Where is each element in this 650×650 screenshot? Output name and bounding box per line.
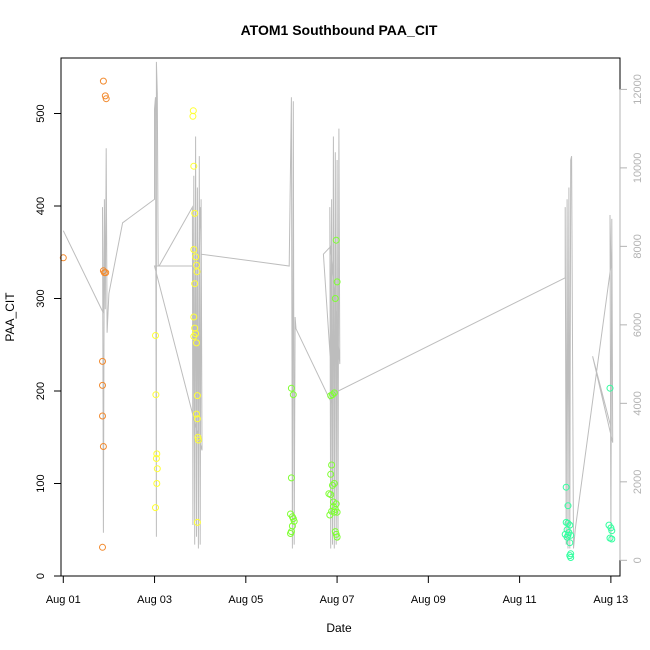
- data-point: [287, 384, 295, 392]
- x-tick-label: Aug 01: [46, 594, 81, 606]
- data-point: [99, 381, 106, 389]
- y-axis-label: PAA_CIT: [3, 292, 17, 342]
- chart-title: ATOM1 Southbound PAA_CIT: [241, 22, 438, 38]
- data-point: [333, 508, 341, 516]
- y-tick-label: 0: [35, 573, 47, 579]
- data-point: [193, 415, 201, 423]
- data-point: [193, 518, 201, 526]
- data-point: [152, 455, 160, 462]
- x-axis: Aug 01 Aug 03 Aug 05 Aug 07 Aug 09 Aug 11 Aug …: [46, 575, 628, 606]
- y2-tick-label: 2000: [632, 470, 644, 494]
- data-point: [562, 483, 570, 491]
- data-point: [59, 254, 67, 262]
- data-point: [330, 508, 338, 516]
- x-axis-label: Date: [326, 621, 352, 635]
- data-point: [190, 313, 198, 321]
- data-point: [608, 527, 616, 535]
- y-tick-label: 300: [35, 289, 47, 307]
- data-point: [329, 481, 336, 489]
- x-tick-label: Aug 03: [137, 594, 172, 606]
- data-point: [153, 465, 161, 473]
- data-point: [152, 391, 160, 399]
- data-point: [153, 450, 161, 458]
- data-point: [191, 280, 199, 288]
- data-point: [193, 410, 200, 418]
- data-point: [567, 531, 575, 539]
- data-point: [189, 112, 197, 120]
- x-tick-label: Aug 13: [593, 594, 628, 606]
- y-tick-label: 100: [35, 474, 47, 492]
- x-tick-label: Aug 07: [320, 594, 355, 606]
- x-tick-label: Aug 11: [503, 594, 537, 606]
- data-point: [193, 268, 201, 276]
- y-axis: 0 100 200 300 400 500: [35, 104, 62, 579]
- data-point: [333, 278, 341, 286]
- data-point: [190, 332, 198, 340]
- data-point: [327, 491, 335, 499]
- data-point: [327, 392, 335, 400]
- data-point: [564, 502, 572, 510]
- data-point: [328, 461, 336, 469]
- y2-axis: 0 2000 4000 6000 8000 10000 12000: [619, 74, 644, 563]
- y-tick-label: 400: [35, 197, 47, 215]
- points-layer: [59, 77, 616, 561]
- y-tick-label: 500: [35, 104, 47, 122]
- secondary-series-line: [62, 61, 614, 549]
- x-tick-label: Aug 05: [228, 594, 263, 606]
- y2-tick-label: 12000: [632, 74, 644, 105]
- y-tick-label: 200: [35, 382, 47, 400]
- data-point: [191, 209, 199, 217]
- data-point: [563, 533, 571, 541]
- y2-tick-label: 10000: [632, 153, 644, 184]
- data-point: [193, 392, 201, 400]
- data-point: [99, 443, 107, 450]
- data-point: [193, 261, 200, 269]
- data-point: [194, 433, 202, 441]
- data-point: [289, 515, 297, 523]
- data-point: [608, 535, 616, 543]
- plot-frame: [60, 57, 621, 577]
- data-point: [287, 474, 295, 482]
- y2-tick-label: 6000: [632, 313, 644, 337]
- data-point: [333, 533, 341, 541]
- data-point: [606, 384, 614, 392]
- data-point: [102, 269, 110, 277]
- data-point: [99, 412, 106, 420]
- data-point: [99, 357, 106, 365]
- data-point: [102, 95, 110, 103]
- data-point: [607, 524, 615, 532]
- data-point: [153, 480, 161, 487]
- data-point: [330, 480, 338, 487]
- y2-tick-label: 8000: [632, 234, 644, 258]
- data-point: [327, 470, 335, 478]
- data-point: [192, 253, 200, 261]
- x-tick-label: Aug 09: [411, 594, 446, 606]
- secondary-line-layer: [62, 61, 614, 549]
- data-point: [289, 391, 297, 399]
- y2-tick-label: 4000: [632, 391, 644, 415]
- data-point: [190, 162, 198, 170]
- data-point: [99, 543, 106, 551]
- data-point: [152, 332, 159, 339]
- data-point: [566, 539, 574, 547]
- data-point: [287, 530, 294, 537]
- data-point: [194, 436, 202, 444]
- data-point: [290, 517, 298, 525]
- data-point: [152, 504, 159, 512]
- y2-tick-label: 0: [632, 557, 644, 563]
- data-point: [332, 236, 340, 244]
- data-point: [567, 554, 575, 561]
- data-point: [193, 339, 200, 347]
- data-point: [564, 519, 572, 527]
- data-point: [99, 77, 107, 85]
- data-point: [326, 511, 334, 519]
- data-point: [189, 107, 197, 115]
- data-point: [331, 295, 339, 302]
- data-point: [190, 246, 198, 253]
